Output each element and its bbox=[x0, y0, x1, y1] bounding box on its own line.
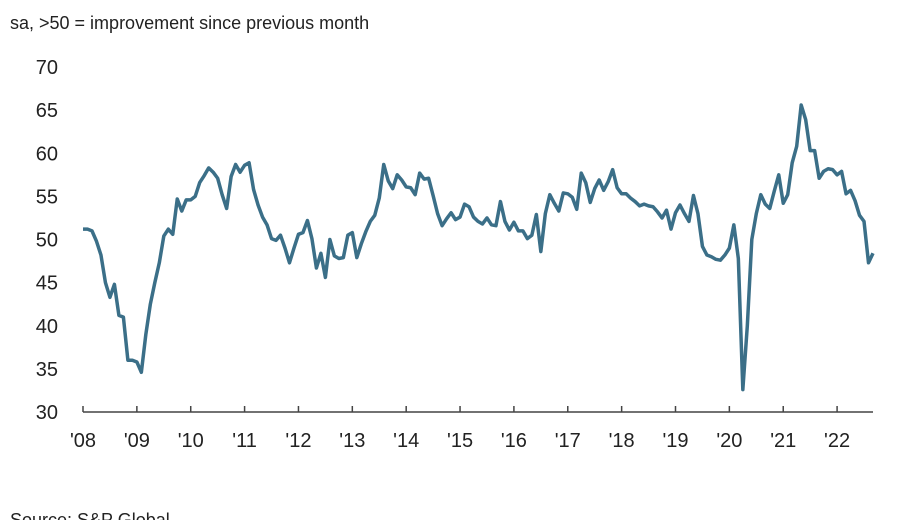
x-tick-label: '13 bbox=[339, 430, 365, 452]
y-tick-label: 55 bbox=[36, 186, 58, 208]
x-tick-label: '17 bbox=[555, 430, 581, 452]
y-tick-label: 65 bbox=[36, 100, 58, 122]
y-tick-label: 35 bbox=[36, 359, 58, 381]
y-tick-label: 50 bbox=[36, 230, 58, 252]
x-tick-label: '14 bbox=[393, 430, 419, 452]
chart-source: Source: S&P Global bbox=[10, 510, 170, 520]
y-tick-label: 45 bbox=[36, 273, 58, 295]
chart-subtitle: sa, >50 = improvement since previous mon… bbox=[10, 13, 369, 33]
x-tick-label: '22 bbox=[824, 430, 850, 452]
x-tick-label: '12 bbox=[285, 430, 311, 452]
x-tick-label: '09 bbox=[124, 430, 150, 452]
x-tick-label: '21 bbox=[770, 430, 796, 452]
x-tick-label: '15 bbox=[447, 430, 473, 452]
x-tick-label: '11 bbox=[232, 430, 257, 452]
data-line bbox=[83, 103, 875, 392]
x-tick-label: '19 bbox=[662, 430, 688, 452]
y-tick-label: 60 bbox=[36, 143, 58, 165]
x-tick-label: '16 bbox=[501, 430, 527, 452]
x-tick-label: '20 bbox=[716, 430, 742, 452]
y-tick-label: 40 bbox=[36, 316, 58, 338]
x-tick-label: '10 bbox=[178, 430, 204, 452]
y-tick-label: 70 bbox=[36, 57, 58, 79]
y-tick-label: 30 bbox=[36, 402, 58, 424]
x-tick-label: '18 bbox=[609, 430, 635, 452]
x-tick-label: '08 bbox=[70, 430, 96, 452]
